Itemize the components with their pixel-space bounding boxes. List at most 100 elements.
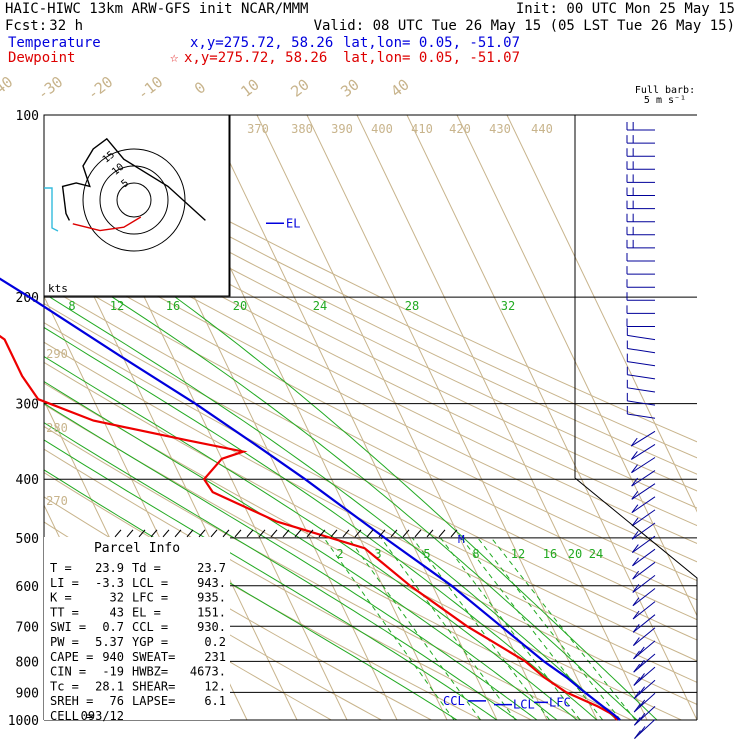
freezing-level-hatch xyxy=(306,529,314,538)
wind-barb-flag xyxy=(632,610,640,620)
wind-barb-flag xyxy=(632,597,640,607)
moist-adiabat-label: 12 xyxy=(110,299,124,313)
wind-barb xyxy=(627,400,656,406)
wind-barb-flag xyxy=(633,650,640,660)
isotherm-label: 30 xyxy=(337,75,362,100)
dry-adiabat-label: 410 xyxy=(411,122,433,136)
barb-key-title: Full barb: xyxy=(635,85,695,96)
dry-adiabat-label: 440 xyxy=(531,122,553,136)
wind-barb xyxy=(632,548,656,567)
parcel-info-cell: EL = xyxy=(132,605,161,619)
wind-barb-flag xyxy=(632,584,640,593)
dry-adiabat-label: 270 xyxy=(46,494,68,508)
wind-barb xyxy=(627,374,656,380)
wind-barb-flag xyxy=(630,451,638,460)
dry-adiabat-line xyxy=(44,150,697,475)
dry-adiabat-line xyxy=(44,198,697,527)
wind-barb xyxy=(630,430,656,447)
hodograph-ring xyxy=(82,148,186,252)
hodograph-ring-label: 5 xyxy=(120,178,132,190)
mixing-ratio-label: 3 xyxy=(374,547,381,561)
wind-barb xyxy=(631,522,656,540)
wind-barb xyxy=(632,535,656,553)
freezing-level-hatch xyxy=(450,529,458,538)
freezing-level-hatch xyxy=(354,529,362,538)
wind-barb xyxy=(631,496,656,514)
freezing-level-hatch xyxy=(138,529,146,538)
moist-adiabat-label: 8 xyxy=(68,299,75,313)
wind-barb xyxy=(627,348,656,354)
freezing-level-hatch xyxy=(402,529,410,538)
dry-adiabat-line xyxy=(44,448,532,720)
dry-adiabat-line xyxy=(44,248,697,582)
dry-adiabat-label: 370 xyxy=(247,122,269,136)
dewpoint-legend: Dewpoint xyxy=(8,50,75,66)
parcel-info-cell: Td = xyxy=(132,561,161,575)
valid-time: Valid: 08 UTC Tue 26 May 15 (05 LST Tue … xyxy=(314,18,735,34)
freezing-level-hatch xyxy=(426,529,434,538)
parcel-info-cell: 930. xyxy=(197,620,226,634)
hodograph-low-trace xyxy=(72,216,142,232)
wind-barb xyxy=(627,361,656,367)
freezing-level-hatch xyxy=(294,529,302,538)
freezing-level-hatch xyxy=(414,529,422,538)
mixing-ratio-label: 20 xyxy=(568,547,582,561)
wind-barb xyxy=(627,334,656,341)
dewpoint-latlon: lat,lon= 0.05, -51.07 xyxy=(343,50,520,66)
parcel-info-cell: 6.1 xyxy=(204,694,226,708)
dry-adiabat-line xyxy=(44,341,697,683)
wind-barb-flag xyxy=(631,504,639,513)
wind-barb xyxy=(634,719,656,739)
freezing-level-hatch xyxy=(438,529,446,538)
wind-barb-flag xyxy=(631,464,638,474)
pressure-label: 800 xyxy=(16,655,39,670)
lfc-label: LFC xyxy=(549,695,571,709)
model-title: HAIC-HIWC 13km ARW-GFS init NCAR/MMM xyxy=(5,1,308,17)
moist-adiabat-label: 28 xyxy=(405,299,419,313)
isotherm-line xyxy=(506,115,697,513)
wind-barb xyxy=(631,470,656,487)
pressure-label: 900 xyxy=(16,686,39,701)
parcel-info-cell: CELL = xyxy=(50,709,93,723)
parcel-info-cell: 943. xyxy=(197,576,226,590)
parcel-info-cell: 0.7 xyxy=(102,620,124,634)
isotherm-label: 40 xyxy=(387,75,412,100)
mixing-ratio-line xyxy=(411,537,550,720)
wind-barb-flag xyxy=(633,690,641,700)
isotherm-label: -20 xyxy=(84,73,116,104)
wind-barb-flag xyxy=(637,659,645,669)
parcel-info-cell: 12. xyxy=(204,679,226,693)
parcel-info-cell: 940 xyxy=(102,650,124,664)
isotherm-label: 0 xyxy=(191,78,209,98)
pressure-label: 400 xyxy=(16,473,39,488)
wind-barb xyxy=(633,640,656,660)
dry-adiabat-label: 290 xyxy=(46,347,68,361)
wind-barb xyxy=(627,413,656,419)
temperature-profile-line xyxy=(0,277,621,721)
isotherm-label: -40 xyxy=(0,73,16,104)
wind-barb-flag xyxy=(631,517,639,527)
dry-adiabat-line xyxy=(44,231,697,563)
wind-barb-flag xyxy=(637,646,645,656)
mixing-ratio-label: 8 xyxy=(472,547,479,561)
dry-adiabat-label: 400 xyxy=(371,122,393,136)
parcel-info-cell: T = xyxy=(50,561,72,575)
freezing-level-hatch xyxy=(234,529,242,538)
pressure-label: 200 xyxy=(16,291,39,306)
mixing-ratio-line xyxy=(491,537,636,720)
wind-barb xyxy=(634,706,656,726)
moist-adiabat-label: 24 xyxy=(313,299,327,313)
freezing-level-hatch xyxy=(210,529,218,538)
melting-level-label: M xyxy=(458,533,465,546)
parcel-info-cell: SHEAR= xyxy=(132,679,175,693)
parcel-info-cell: 32 xyxy=(110,591,124,605)
parcel-info-cell: PW = xyxy=(50,635,79,649)
temperature-latlon: lat,lon= 0.05, -51.07 xyxy=(343,35,520,51)
wind-barb xyxy=(633,666,656,686)
wind-barb-flag xyxy=(634,730,641,739)
parcel-info-cell: 231 xyxy=(204,650,226,664)
parcel-info-cell: 093/12 xyxy=(81,709,124,723)
lcl-label: LCL xyxy=(513,698,535,712)
dry-adiabat-label: 280 xyxy=(46,421,68,435)
